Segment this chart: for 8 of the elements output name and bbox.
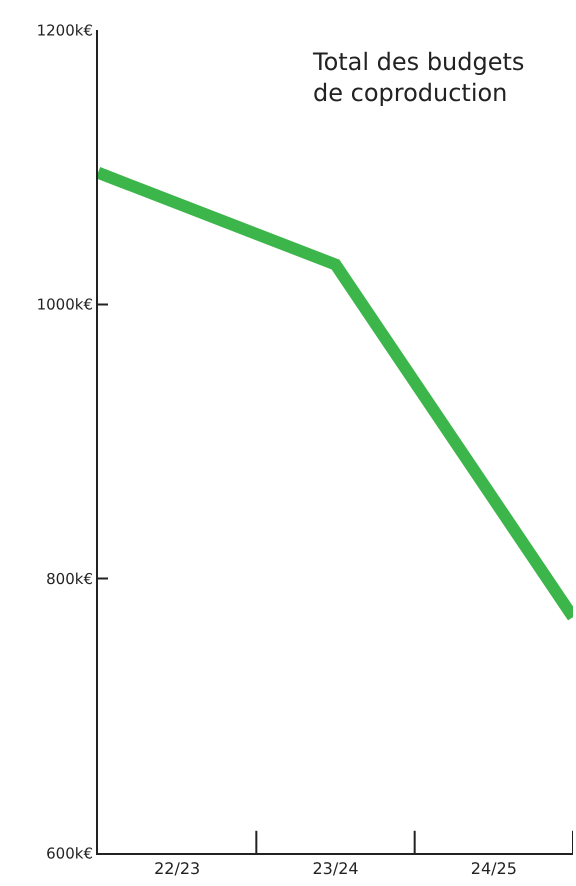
x-tick-label: 22/23 (154, 859, 200, 878)
x-tick-label: 23/24 (312, 859, 359, 878)
x-tick-label: 24/25 (470, 859, 517, 878)
y-tick-label: 1200k€ (36, 21, 93, 40)
y-tick-label: 600k€ (46, 844, 93, 862)
y-tick-label: 1000k€ (36, 296, 93, 314)
text: Total des budgets de coproduction (312, 48, 524, 108)
y-tick-label: 800k€ (46, 570, 93, 588)
